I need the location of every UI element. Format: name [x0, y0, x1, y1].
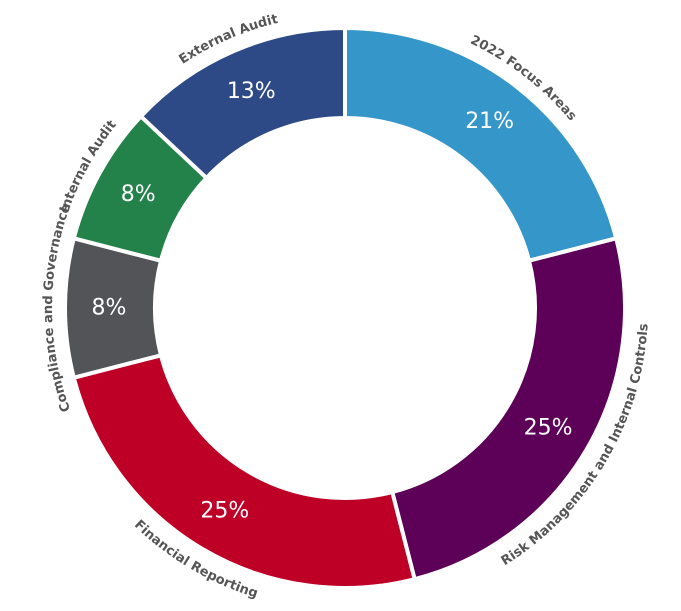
- donut-slices: [63, 25, 627, 590]
- value-label-risk-management-and-internal-controls: 25%: [524, 416, 573, 441]
- value-labels: 21% 25% 25% 8% 8% 13%: [92, 79, 573, 524]
- value-label-internal-audit: 8%: [121, 182, 156, 207]
- value-label-external-audit: 13%: [227, 79, 276, 104]
- slice-risk-management-and-internal-controls: [389, 235, 627, 582]
- value-label-compliance-and-governance: 8%: [92, 296, 127, 321]
- slice-2022-focus-areas: [343, 25, 619, 264]
- value-label-financial-reporting: 25%: [200, 499, 249, 524]
- slice-financial-reporting: [71, 352, 418, 590]
- value-label-2022-focus-areas: 21%: [465, 109, 514, 134]
- slice-external-audit: [138, 25, 347, 181]
